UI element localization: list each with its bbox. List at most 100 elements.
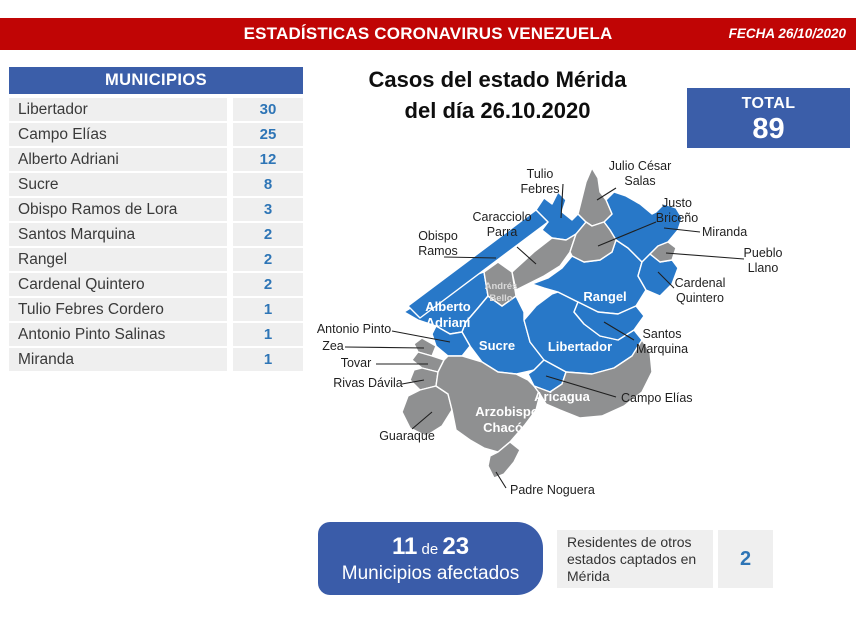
callout-label-julio-cesar-salas: Julio César (609, 159, 672, 173)
municipio-case-count: 2 (233, 223, 303, 246)
municipio-name: Obispo Ramos de Lora (9, 198, 227, 221)
table-row: Alberto Adriani 12 (9, 148, 303, 171)
map-label-rangel: Rangel (583, 289, 626, 304)
leader-line-padre-noguera (495, 471, 507, 489)
callout-label-cardenal-quintero: Cardenal (675, 276, 726, 290)
leader-line-campo-elias (545, 375, 617, 398)
municipio-case-count: 1 (233, 348, 303, 371)
map-label-alberto-adriani: Alberto (425, 299, 471, 314)
callout-label-guaraque: Guaraque (379, 429, 435, 443)
callout-label-tulio-febres: Febres (521, 182, 560, 196)
municipios-afectados-box: 11 de 23 Municipios afectados (318, 522, 543, 595)
table-row: Obispo Ramos de Lora 3 (9, 198, 303, 221)
municipio-case-count: 30 (233, 98, 303, 121)
map-title: Casos del estado Mérida del día 26.10.20… (320, 64, 675, 126)
leader-line-zea (344, 346, 425, 349)
callout-label-obispo-ramos: Obispo (418, 229, 458, 243)
municipio-name: Alberto Adriani (9, 148, 227, 171)
municipios-table-header: MUNICIPIOS (9, 67, 303, 94)
leader-line-rivas-davila (401, 379, 425, 385)
affected-caption: Municipios afectados (341, 562, 520, 584)
map-label-arzobispo-chacon: Arzobispo (475, 404, 539, 419)
municipio-case-count: 8 (233, 173, 303, 196)
region-obispo-ramos-de-lora (407, 209, 549, 319)
municipio-name: Antonio Pinto Salinas (9, 323, 227, 346)
leader-line-justo-briceno (597, 221, 657, 247)
table-row: Tulio Febres Cordero 1 (9, 298, 303, 321)
region-julio-cesar-salas (577, 167, 613, 227)
callout-label-tovar: Tovar (341, 356, 372, 370)
table-row: Rangel 2 (9, 248, 303, 271)
affected-count: 11 (391, 532, 418, 560)
municipio-name: Tulio Febres Cordero (9, 298, 227, 321)
map-label-alberto-adriani: Adriani (426, 315, 471, 330)
leader-line-antonio-pinto (391, 330, 451, 343)
table-row: Santos Marquina 2 (9, 223, 303, 246)
residents-other-states-label: Residentes de otros estados captados en … (557, 530, 713, 588)
leader-line-guaraque (411, 411, 433, 430)
callout-label-santos-marquina: Marquina (636, 342, 688, 356)
map-title-line2: del día 26.10.2020 (404, 98, 591, 123)
municipio-name: Sucre (9, 173, 227, 196)
municipio-name: Santos Marquina (9, 223, 227, 246)
leader-line-santos-marquina (603, 321, 635, 341)
callout-label-padre-noguera: Padre Noguera (510, 483, 595, 497)
municipio-case-count: 1 (233, 298, 303, 321)
table-row: Sucre 8 (9, 173, 303, 196)
municipio-case-count: 2 (233, 248, 303, 271)
table-row: Libertador 30 (9, 98, 303, 121)
leader-line-julio-cesar-salas (596, 187, 617, 201)
municipios-table: Libertador 30 Campo Elías 25 Alberto Adriani… (9, 98, 303, 373)
municipio-name: Miranda (9, 348, 227, 371)
callout-label-pueblo-llano: Pueblo (744, 246, 783, 260)
municipio-case-count: 2 (233, 273, 303, 296)
callout-label-julio-cesar-salas: Salas (624, 174, 655, 188)
region-aricagua (533, 339, 653, 419)
callout-label-cardenal-quintero: Quintero (676, 291, 724, 305)
region-andres-bello (483, 261, 517, 307)
callout-label-santos-marquina: Santos (643, 327, 682, 341)
municipio-name: Campo Elías (9, 123, 227, 146)
table-row: Cardenal Quintero 2 (9, 273, 303, 296)
region-santos-marquina (573, 301, 645, 341)
callout-label-caracciolo-parra: Parra (487, 225, 518, 239)
table-row: Antonio Pinto Salinas 1 (9, 323, 303, 346)
municipio-name: Rangel (9, 248, 227, 271)
leader-line-tulio-febres (560, 183, 564, 219)
leader-line-cardenal-quintero (657, 271, 675, 289)
callout-label-antonio-pinto: Antonio Pinto (317, 322, 391, 336)
callout-label-miranda: Miranda (702, 225, 747, 239)
table-row: Campo Elías 25 (9, 123, 303, 146)
total-box: TOTAL 89 (687, 88, 850, 148)
map-label-sucre: Sucre (479, 338, 515, 353)
region-justo-briceno (569, 221, 617, 263)
leader-line-caracciolo-parra (516, 246, 537, 265)
municipio-case-count: 3 (233, 198, 303, 221)
banner-title: ESTADÍSTICAS CORONAVIRUS VENEZUELA (243, 24, 613, 43)
affected-total: 23 (442, 532, 470, 560)
callout-label-tulio-febres: Tulio (527, 167, 554, 181)
callout-label-zea: Zea (322, 339, 344, 353)
callout-label-caracciolo-parra: Caracciolo (472, 210, 531, 224)
map-label-libertador: Libertador (548, 339, 612, 354)
leader-line-obispo-ramos (443, 256, 497, 259)
callout-label-obispo-ramos: Ramos (418, 244, 458, 258)
map-label-arzobispo-chacon: Chacón (483, 420, 531, 435)
municipio-case-count: 12 (233, 148, 303, 171)
municipio-case-count: 1 (233, 323, 303, 346)
region-pueblo-llano (649, 241, 677, 263)
residents-other-states-value: 2 (718, 530, 773, 588)
map-label-andres-bello: Andrés (485, 281, 518, 292)
callout-label-rivas-davila: Rivas Dávila (333, 376, 403, 390)
total-value: 89 (752, 113, 785, 145)
table-row: Miranda 1 (9, 348, 303, 371)
affected-counts: 11 de 23 (392, 533, 469, 561)
map-label-aricagua: Aricagua (534, 389, 590, 404)
municipio-name: Libertador (9, 98, 227, 121)
leader-line-miranda (663, 227, 701, 233)
leader-line-pueblo-llano (665, 252, 745, 260)
region-padre-noguera (487, 441, 521, 479)
banner-date: FECHA 26/10/2020 (728, 26, 846, 41)
